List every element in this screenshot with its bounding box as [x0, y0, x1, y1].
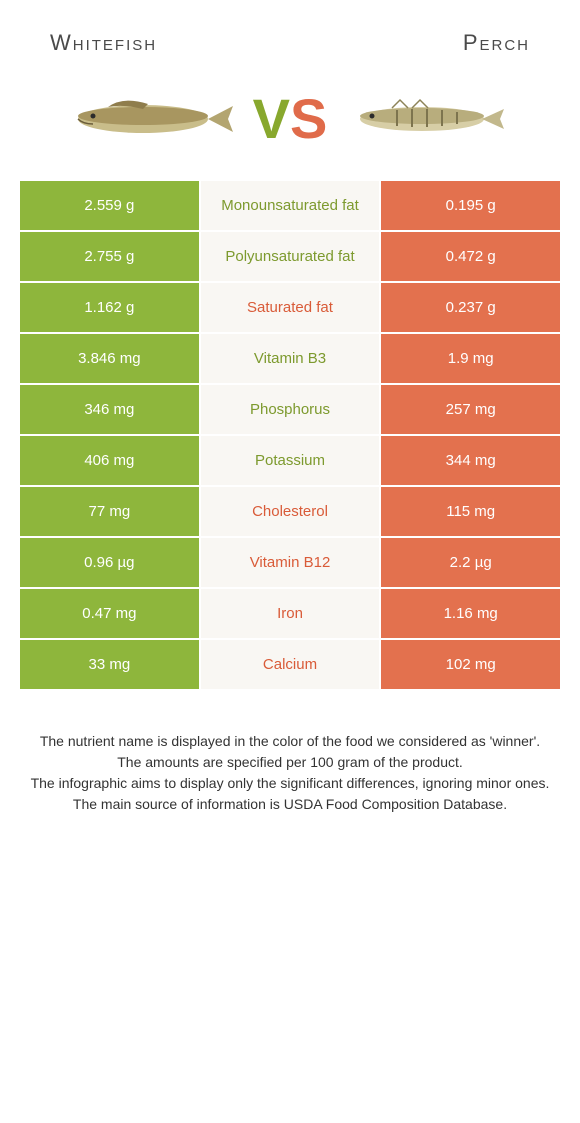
- right-value: 102 mg: [381, 640, 560, 691]
- whitefish-image: [63, 89, 243, 149]
- left-value: 77 mg: [20, 487, 201, 538]
- footer-notes: The nutrient name is displayed in the co…: [20, 691, 560, 825]
- perch-icon: [342, 94, 512, 144]
- hero-row: VS: [20, 76, 560, 181]
- table-row: 0.47 mgIron1.16 mg: [20, 589, 560, 640]
- left-food-title: Whitefish: [50, 30, 157, 56]
- table-row: 3.846 mgVitamin B31.9 mg: [20, 334, 560, 385]
- nutrient-label: Potassium: [201, 436, 382, 487]
- vs-label: VS: [253, 86, 328, 151]
- right-value: 1.9 mg: [381, 334, 560, 385]
- perch-image: [337, 89, 517, 149]
- table-row: 0.96 µgVitamin B122.2 µg: [20, 538, 560, 589]
- vs-s: S: [290, 86, 327, 151]
- left-value: 1.162 g: [20, 283, 201, 334]
- right-value: 0.195 g: [381, 181, 560, 232]
- nutrient-label: Iron: [201, 589, 382, 640]
- left-value: 0.96 µg: [20, 538, 201, 589]
- right-value: 0.237 g: [381, 283, 560, 334]
- right-value: 115 mg: [381, 487, 560, 538]
- left-value: 33 mg: [20, 640, 201, 691]
- table-row: 77 mgCholesterol115 mg: [20, 487, 560, 538]
- left-value: 2.755 g: [20, 232, 201, 283]
- table-row: 33 mgCalcium102 mg: [20, 640, 560, 691]
- table-row: 2.559 gMonounsaturated fat0.195 g: [20, 181, 560, 232]
- left-value: 3.846 mg: [20, 334, 201, 385]
- nutrient-label: Monounsaturated fat: [201, 181, 382, 232]
- left-value: 406 mg: [20, 436, 201, 487]
- left-value: 346 mg: [20, 385, 201, 436]
- nutrient-label: Polyunsaturated fat: [201, 232, 382, 283]
- right-food-title: Perch: [463, 30, 530, 56]
- table-row: 406 mgPotassium344 mg: [20, 436, 560, 487]
- footer-line-2: The amounts are specified per 100 gram o…: [30, 752, 550, 773]
- nutrient-label: Vitamin B12: [201, 538, 382, 589]
- nutrient-label: Vitamin B3: [201, 334, 382, 385]
- vs-v: V: [253, 86, 290, 151]
- footer-line-4: The main source of information is USDA F…: [30, 794, 550, 815]
- footer-line-1: The nutrient name is displayed in the co…: [30, 731, 550, 752]
- table-row: 1.162 gSaturated fat0.237 g: [20, 283, 560, 334]
- header: Whitefish Perch: [20, 20, 560, 76]
- nutrient-table: 2.559 gMonounsaturated fat0.195 g2.755 g…: [20, 181, 560, 691]
- nutrient-label: Phosphorus: [201, 385, 382, 436]
- right-value: 257 mg: [381, 385, 560, 436]
- right-value: 0.472 g: [381, 232, 560, 283]
- footer-line-3: The infographic aims to display only the…: [30, 773, 550, 794]
- nutrient-label: Cholesterol: [201, 487, 382, 538]
- table-row: 346 mgPhosphorus257 mg: [20, 385, 560, 436]
- whitefish-icon: [68, 94, 238, 144]
- right-value: 1.16 mg: [381, 589, 560, 640]
- nutrient-label: Calcium: [201, 640, 382, 691]
- left-value: 0.47 mg: [20, 589, 201, 640]
- right-value: 344 mg: [381, 436, 560, 487]
- table-row: 2.755 gPolyunsaturated fat0.472 g: [20, 232, 560, 283]
- infographic-container: Whitefish Perch VS: [0, 0, 580, 855]
- nutrient-label: Saturated fat: [201, 283, 382, 334]
- left-value: 2.559 g: [20, 181, 201, 232]
- right-value: 2.2 µg: [381, 538, 560, 589]
